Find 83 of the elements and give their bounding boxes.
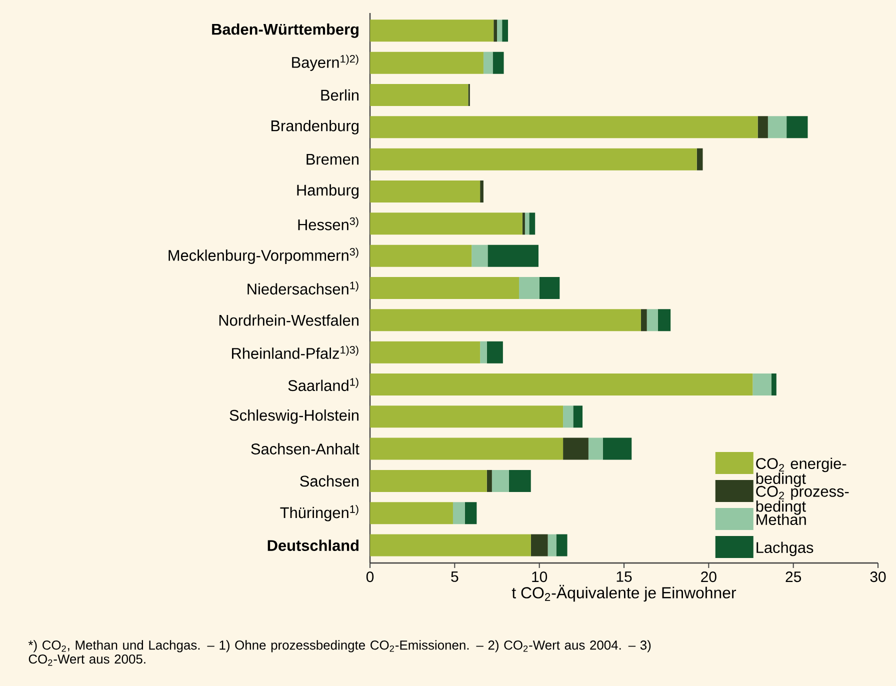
- y-tick-label: Hamburg: [297, 184, 358, 199]
- bar: [752, 373, 772, 396]
- x-tick-label: 25: [786, 572, 802, 582]
- y-tick-label: Mecklenburg-Vorpommern$^{3)}$: [168, 248, 358, 264]
- bar: [370, 373, 753, 396]
- bar: [563, 438, 588, 460]
- x-tick-label: 15: [616, 572, 632, 582]
- y-tick-label: Hessen$^{3)}$: [298, 217, 358, 230]
- bar: [480, 341, 487, 364]
- bar: [370, 438, 564, 460]
- bar: [530, 534, 548, 556]
- x-tick-label: 10: [532, 572, 548, 582]
- bar: [524, 212, 530, 235]
- bar: [646, 309, 658, 332]
- bar: [556, 534, 568, 556]
- legend-label: CO$_{2}$ prozess-bedingt: [756, 486, 849, 515]
- y-tick-label: Brandenburg: [271, 120, 358, 134]
- bar: [480, 180, 484, 202]
- x-axis-title: t CO$_{2}$-Äquivalente je Einwohner: [512, 584, 736, 602]
- bar: [370, 341, 480, 364]
- bar: [370, 244, 472, 267]
- bar: [502, 20, 508, 42]
- y-tick-label: Thüringen$^{1)}$: [280, 505, 358, 522]
- bar: [370, 406, 564, 428]
- bar: [472, 244, 488, 267]
- bar: [508, 470, 531, 492]
- y-tick-label: Sachsen: [300, 475, 358, 487]
- bar: [768, 116, 787, 138]
- bar: [486, 470, 492, 492]
- text: *) CO$_{2}$, Methan und Lachgas. – 1) Ohne prozessbedingte CO$_{2}$-Emissionen. – 2) CO$_{2}$-Wert aus 2004. – 3) CO$_{2}$-Wert aus 2005.: [28, 640, 651, 666]
- bar: [370, 148, 697, 170]
- bar: [519, 276, 540, 299]
- bar: [529, 212, 536, 235]
- bar: [640, 309, 647, 332]
- y-tick-label: Bayern$^{1)2)}$: [292, 54, 358, 71]
- y-tick-label: Rheinland-Pfalz$^{1)3)}$: [232, 346, 358, 359]
- y-tick-label: Berlin: [321, 89, 358, 101]
- bar: [696, 148, 703, 170]
- y-tick-label: Nordrhein-Westfalen: [219, 314, 358, 326]
- x-tick-label: 20: [701, 572, 716, 582]
- y-tick-label: Saarland$^{1)}$: [288, 378, 358, 392]
- bar: [771, 373, 776, 396]
- bar: [573, 406, 583, 428]
- y-tick-label: Bremen: [306, 154, 358, 165]
- bar: [563, 406, 574, 428]
- bar: [522, 212, 525, 235]
- bar: [370, 52, 484, 74]
- bar: [370, 470, 487, 492]
- bar: [488, 244, 538, 267]
- bar: [602, 438, 632, 460]
- legend-label: Lachgas: [756, 542, 814, 556]
- bar: [370, 212, 522, 235]
- bar: [539, 276, 560, 299]
- bar: [658, 309, 671, 332]
- bar: [492, 470, 509, 492]
- bar: [588, 438, 603, 460]
- bar: [370, 116, 758, 138]
- bar: [786, 116, 808, 138]
- y-tick-label: Deutschland: [268, 540, 358, 551]
- bar: [370, 502, 453, 524]
- y-tick-label: Baden-Württemberg: [212, 23, 358, 38]
- y-tick-label: Schleswig-Holstein: [230, 409, 358, 424]
- bar: [548, 534, 556, 556]
- y-tick-label: Sachsen-Anhalt: [251, 443, 360, 454]
- bar: [370, 534, 531, 556]
- bar: [370, 180, 480, 202]
- bar: [452, 502, 465, 524]
- x-tick-label: 0: [366, 572, 374, 582]
- x-tick-label: 5: [451, 572, 458, 582]
- bar: [497, 20, 502, 42]
- bar: [370, 309, 641, 332]
- bar: [370, 20, 494, 42]
- bar: [494, 20, 498, 42]
- legend-label: Methan: [756, 514, 806, 526]
- bar: [492, 52, 504, 74]
- x-tick-label: 30: [870, 572, 886, 582]
- bar: [464, 502, 477, 524]
- bar: [758, 116, 768, 138]
- bar: [483, 52, 493, 74]
- bar: [486, 341, 503, 364]
- bar: [370, 84, 468, 106]
- bar: [370, 276, 520, 299]
- y-tick-label: Niedersachsen$^{1)}$: [248, 281, 358, 295]
